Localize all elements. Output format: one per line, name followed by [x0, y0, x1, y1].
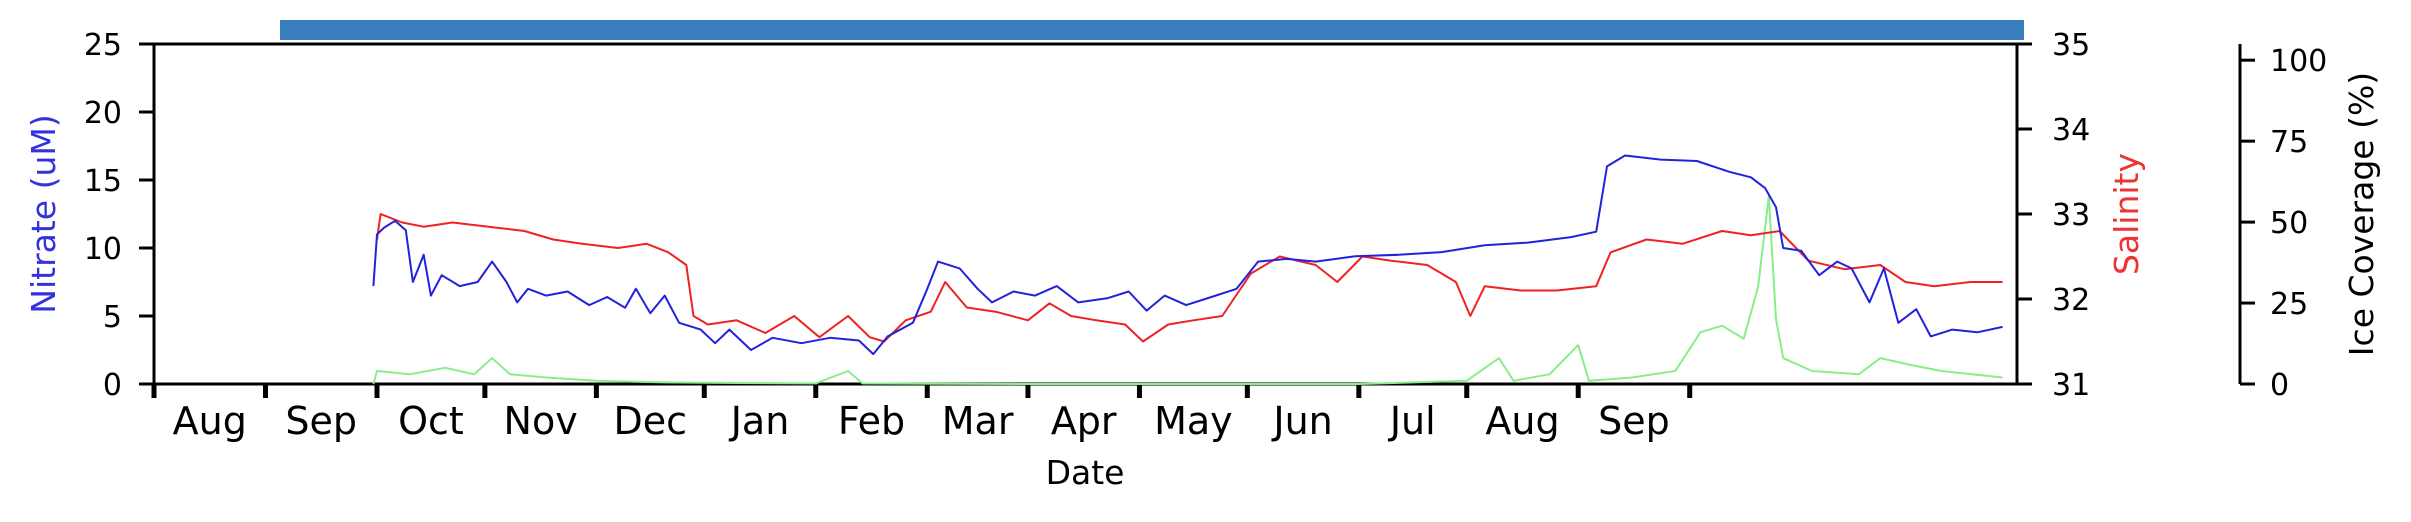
left-tick-label: 25	[84, 28, 122, 63]
x-tick-label: Nov	[504, 399, 578, 443]
right-tick-label: 33	[2052, 198, 2090, 233]
left-tick-label: 10	[84, 232, 122, 267]
x-tick-label: Aug	[1485, 399, 1559, 443]
series-line-left	[372, 154, 2003, 356]
series-line-right	[376, 213, 2003, 343]
left-tick-label: 0	[103, 368, 122, 403]
left-axis: 0 5 10 15 20 25	[84, 28, 154, 403]
series-line-far_right	[372, 195, 2003, 385]
right-axis-label: Salinity	[2107, 153, 2146, 275]
x-axis-label: Date	[1046, 453, 1125, 492]
x-tick-label: Oct	[398, 399, 464, 443]
left-axis-label: Nitrate (uM)	[24, 114, 63, 313]
far-right-tick-label: 25	[2270, 287, 2308, 322]
x-tick-label: Jun	[1271, 399, 1332, 443]
series-layer	[372, 154, 2003, 385]
right-tick-label: 31	[2052, 368, 2090, 403]
right-axis: 31 32 33 34 35	[2017, 28, 2090, 403]
x-tick-label: Sep	[1598, 399, 1670, 443]
x-tick-label: Apr	[1051, 399, 1117, 443]
right-tick-label: 32	[2052, 283, 2090, 318]
x-tick-label: Jan	[729, 399, 790, 443]
left-tick-label: 15	[84, 164, 122, 199]
far-right-axis-label: Ice Coverage (%)	[2342, 72, 2381, 356]
right-tick-label: 35	[2052, 28, 2090, 63]
left-tick-label: 5	[103, 300, 122, 335]
x-tick-label: Sep	[285, 399, 357, 443]
left-tick-label: 20	[84, 96, 122, 131]
plot-area-frame	[152, 42, 2019, 386]
far-right-tick-label: 50	[2270, 206, 2308, 241]
x-tick-label: Jul	[1388, 399, 1436, 443]
x-tick-label: May	[1154, 399, 1233, 443]
far-right-tick-label: 100	[2270, 44, 2327, 79]
x-tick-label: Mar	[942, 399, 1014, 443]
far-right-tick-label: 0	[2270, 368, 2289, 403]
far-right-axis: 0 25 50 75 100	[2238, 44, 2327, 403]
x-tick-label: Dec	[614, 399, 688, 443]
x-tick-label: Aug	[173, 399, 247, 443]
x-axis: Aug Sep Oct Nov Dec Jan Feb Mar Apr May Jun Jul Aug S…	[151, 384, 1693, 443]
far-right-tick-label: 75	[2270, 125, 2308, 160]
x-tick-label: Feb	[838, 399, 905, 443]
right-tick-label: 34	[2052, 113, 2090, 148]
top-data-bar	[280, 20, 2024, 40]
